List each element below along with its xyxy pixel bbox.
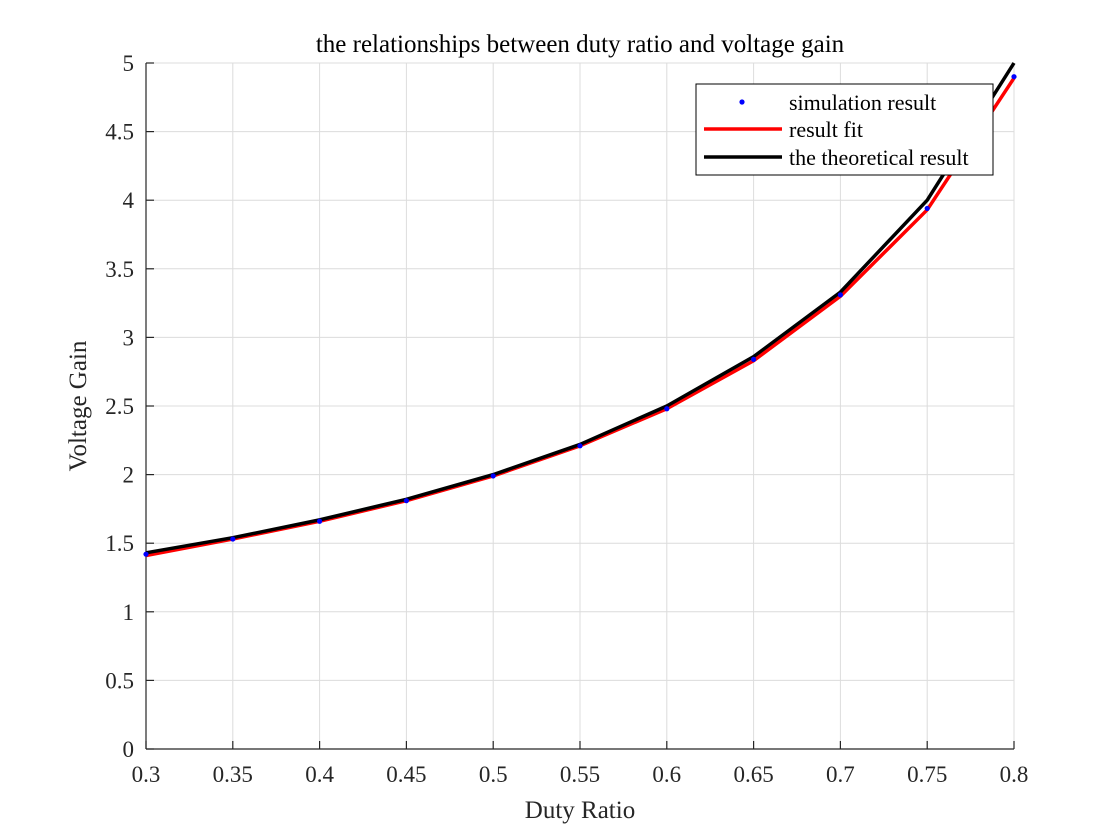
x-tick-label: 0.8	[1000, 762, 1029, 787]
x-tick-label: 0.3	[132, 762, 161, 787]
x-tick-label: 0.45	[386, 762, 426, 787]
simulation-point	[143, 551, 149, 557]
y-tick-label: 2.5	[105, 394, 134, 419]
y-tick-label: 5	[123, 51, 135, 76]
x-tick-label: 0.4	[305, 762, 334, 787]
x-tick-label: 0.65	[733, 762, 773, 787]
series-layer	[143, 62, 1017, 558]
simulation-point	[490, 473, 496, 479]
simulation-point	[577, 443, 583, 449]
simulation-point	[317, 518, 323, 524]
simulation-point	[230, 536, 236, 542]
simulation-point	[403, 498, 409, 504]
y-tick-label: 1.5	[105, 531, 134, 556]
ticks: 0.3 0.35 0.4 0.45 0.5 0.55 0.6 0.65 0.7 0.75 0.800…	[105, 51, 1028, 787]
legend-label-theoretical: the theoretical result	[789, 145, 969, 170]
simulation-point	[924, 205, 930, 212]
simulation-point	[1011, 74, 1017, 80]
legend-label-simulation: simulation result	[789, 90, 936, 115]
x-tick-label: 0.7	[826, 762, 855, 787]
legend: simulation result result fit the theoret…	[695, 83, 994, 176]
y-tick-label: 4	[123, 188, 135, 213]
y-tick-label: 3	[123, 325, 135, 350]
y-tick-label: 0.5	[105, 668, 134, 693]
x-tick-label: 0.6	[652, 762, 681, 787]
legend-marker-simulation	[739, 99, 745, 105]
legend-label-fit: result fit	[789, 117, 863, 142]
simulation-point	[837, 292, 844, 298]
x-tick-label: 0.75	[907, 762, 947, 787]
x-tick-label: 0.35	[213, 762, 253, 787]
chart-title: the relationships between duty ratio and…	[316, 31, 845, 58]
y-axis-title: Voltage Gain	[65, 340, 92, 471]
x-tick-label: 0.5	[479, 762, 508, 787]
simulation-point	[664, 406, 670, 412]
x-axis-title: Duty Ratio	[525, 797, 635, 824]
y-tick-label: 2	[123, 463, 135, 488]
y-tick-label: 4.5	[105, 120, 134, 145]
x-tick-label: 0.55	[560, 762, 600, 787]
y-tick-label: 3.5	[105, 257, 134, 282]
simulation-point	[751, 356, 757, 362]
y-tick-label: 1	[123, 600, 135, 625]
y-tick-label: 0	[123, 737, 135, 762]
